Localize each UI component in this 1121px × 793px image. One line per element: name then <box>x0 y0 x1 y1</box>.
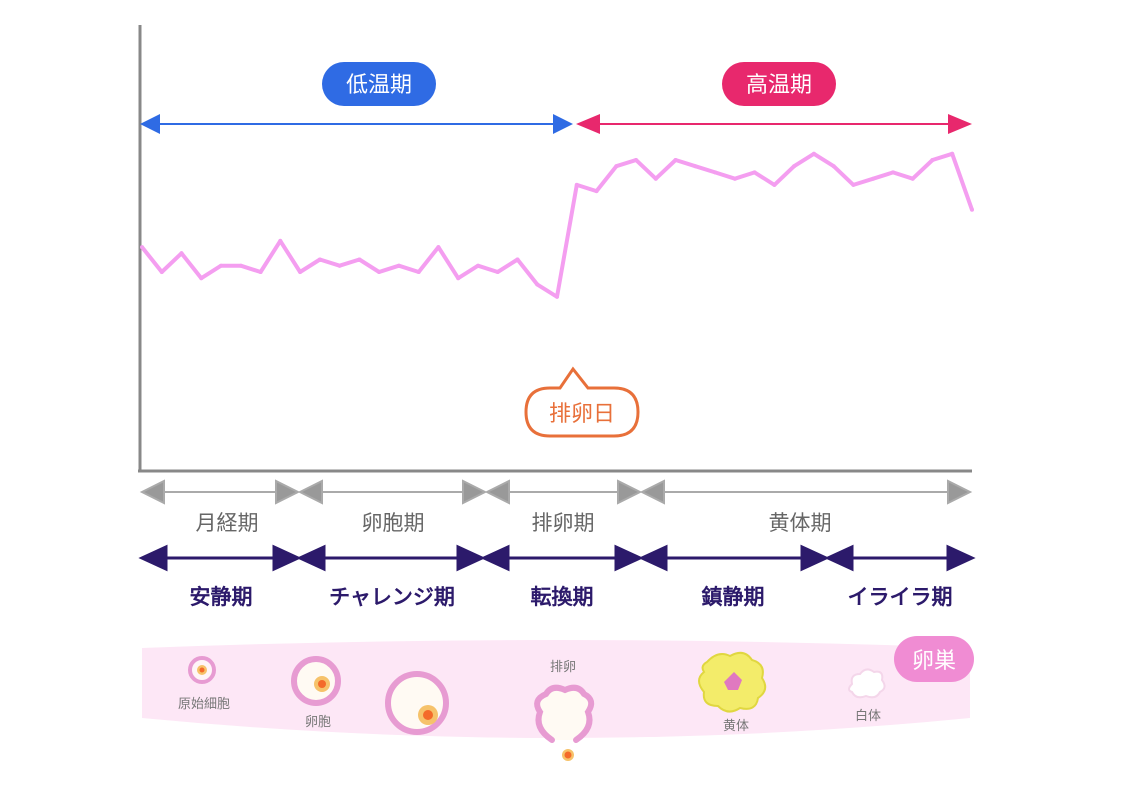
phase-follicular: 卵胞期 <box>362 511 425 535</box>
temperature-point <box>495 270 500 274</box>
menstrual-phase-row: 月経期 卵胞期 排卵期 黄体期 <box>139 479 973 535</box>
primordial-follicle-label: 原始細胞 <box>178 697 230 712</box>
temperature-point <box>574 182 579 187</box>
ovary-band: 卵巣 原始細胞 卵胞 排卵 <box>142 636 974 761</box>
temperature-point <box>436 245 441 250</box>
temperature-point <box>732 176 737 181</box>
high-temp-label: 高温期 <box>746 73 812 98</box>
ovulation-icon <box>534 684 595 761</box>
phase-irritation: イライラ期 <box>848 585 953 609</box>
temperature-point <box>594 189 599 194</box>
ovary-title: 卵巣 <box>912 649 956 674</box>
ovulation-label: 排卵 <box>550 660 576 675</box>
temperature-point <box>713 170 718 175</box>
corpus-luteum-icon <box>698 651 767 713</box>
temperature-point <box>555 294 559 299</box>
temperature-point <box>831 164 836 169</box>
phase-luteal: 黄体期 <box>769 511 832 535</box>
temperature-point <box>891 170 895 175</box>
temperature-point <box>811 151 816 156</box>
temperature-point <box>179 251 184 256</box>
temperature-point <box>219 263 223 268</box>
phase-challenge: チャレンジ期 <box>329 585 455 609</box>
temperature-point <box>535 282 540 287</box>
temperature-line <box>140 151 974 299</box>
temperature-point <box>515 257 520 262</box>
temperature-point <box>653 176 658 181</box>
high-temp-badge <box>722 62 836 106</box>
phase-ovulatory: 排卵期 <box>532 511 595 535</box>
low-temp-badge <box>322 62 436 106</box>
temperature-point <box>278 238 283 243</box>
temperature-point <box>772 182 777 187</box>
temperature-point <box>476 263 480 268</box>
temperature-point <box>456 276 461 281</box>
temperature-point <box>317 257 322 262</box>
follicle-label: 卵胞 <box>305 715 331 730</box>
temperature-point <box>357 257 362 262</box>
follicle-large-icon <box>385 671 449 735</box>
temperature-point <box>792 164 797 169</box>
temperature-point <box>851 182 856 187</box>
temperature-point <box>673 158 678 162</box>
temperature-point <box>950 151 955 156</box>
low-temp-label: 低温期 <box>346 73 412 98</box>
temperature-point <box>614 164 619 169</box>
temperature-point <box>634 158 638 162</box>
temperature-point <box>238 263 243 268</box>
corpus-albicans-label: 白体 <box>855 708 881 724</box>
temperature-points <box>140 151 974 299</box>
temperature-point <box>199 276 204 281</box>
primordial-follicle-icon <box>188 656 216 684</box>
temperature-point <box>337 263 342 268</box>
ovulation-day-label: 排卵日 <box>549 402 615 427</box>
temperature-point <box>377 270 382 274</box>
mood-phase-row: 安静期 チャレンジ期 転換期 鎮静期 イライラ期 <box>138 544 976 609</box>
follicle-small-icon <box>291 656 341 706</box>
temperature-point <box>693 164 698 169</box>
temperature-point <box>159 270 164 274</box>
temperature-point <box>298 270 303 274</box>
temperature-point <box>752 170 757 175</box>
temperature-point <box>871 176 876 181</box>
corpus-luteum-label: 黄体 <box>723 719 749 734</box>
phase-sedation: 鎮静期 <box>702 585 765 609</box>
temperature-point <box>416 270 421 274</box>
phase-transition: 転換期 <box>531 585 594 609</box>
high-temp-period-arrow: 高温期 <box>576 62 972 134</box>
temperature-point <box>258 270 263 274</box>
temperature-point <box>970 207 974 212</box>
low-temp-period-arrow: 低温期 <box>140 62 573 134</box>
ovary-badge <box>894 636 974 682</box>
temperature-point <box>396 263 401 268</box>
corpus-albicans-icon <box>848 668 886 699</box>
temperature-point <box>930 158 935 162</box>
temperature-point <box>140 245 144 250</box>
phase-menstrual: 月経期 <box>196 511 259 535</box>
ovulation-day-callout: 排卵日 <box>524 366 640 438</box>
temperature-point <box>910 176 915 181</box>
phase-calm: 安静期 <box>190 585 253 609</box>
